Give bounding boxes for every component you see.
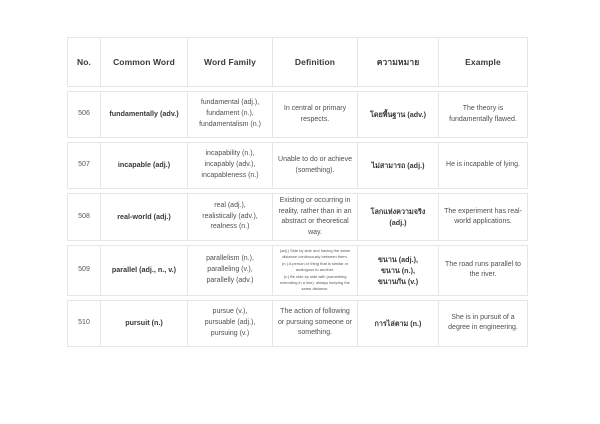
cell-meaning-thai: โลกแห่งความจริง (adj.) (357, 193, 438, 241)
column-header-common-word: Common Word (100, 37, 187, 87)
cell-definition: The action of following or pursuing some… (272, 299, 357, 347)
cell-example: He is incapable of lying. (438, 142, 528, 189)
table-row: 508 real-world (adj.) real (adj.), realis… (67, 193, 528, 241)
cell-common-word: fundamentally (adv.) (100, 91, 187, 138)
table-row: 506 fundamentally (adv.) fundamental (ad… (67, 91, 528, 138)
cell-definition: Existing or occurring in reality, rather… (272, 193, 357, 241)
column-header-example: Example (438, 37, 528, 87)
header-row: No. Common Word Word Family Definition ค… (67, 37, 528, 87)
vocabulary-table: No. Common Word Word Family Definition ค… (67, 33, 528, 351)
cell-definition: Unable to do or achieve (something). (272, 142, 357, 189)
cell-word-family: parallelism (n.), paralleling (v.), parall… (187, 245, 272, 296)
column-header-no: No. (67, 37, 100, 87)
cell-meaning-thai: การไล่ตาม (n.) (357, 299, 438, 347)
cell-meaning-thai: โดยพื้นฐาน (adv.) (357, 91, 438, 138)
cell-number: 507 (67, 142, 100, 189)
cell-example: The road runs parallel to the river. (438, 245, 528, 296)
cell-common-word: pursuit (n.) (100, 299, 187, 347)
cell-definition: (adj.) Side by side and having the same … (272, 245, 357, 296)
cell-word-family: real (adj.), realistically (adv.), realnes… (187, 193, 272, 241)
cell-meaning-thai: ขนาน (adj.), ขนาน (n.), ขนานกัน (v.) (357, 245, 438, 296)
column-header-definition: Definition (272, 37, 357, 87)
table-row: 510 pursuit (n.) pursue (v.), pursuable (… (67, 299, 528, 347)
cell-example: She is in pursuit of a degree in enginee… (438, 299, 528, 347)
cell-word-family: fundamental (adj.), fundament (n.), fundam… (187, 91, 272, 138)
cell-common-word: real-world (adj.) (100, 193, 187, 241)
cell-definition: In central or primary respects. (272, 91, 357, 138)
cell-meaning-thai: ไม่สามารถ (adj.) (357, 142, 438, 189)
cell-example: The experiment has real-world applicatio… (438, 193, 528, 241)
cell-common-word: incapable (adj.) (100, 142, 187, 189)
cell-number: 510 (67, 299, 100, 347)
column-header-meaning-thai: ความหมาย (357, 37, 438, 87)
table-row: 507 incapable (adj.) incapability (n.), i… (67, 142, 528, 189)
table-row: 509 parallel (adj., n., v.) parallelism … (67, 245, 528, 296)
cell-number: 506 (67, 91, 100, 138)
cell-example: The theory is fundamentally flawed. (438, 91, 528, 138)
cell-common-word: parallel (adj., n., v.) (100, 245, 187, 296)
cell-number: 508 (67, 193, 100, 241)
cell-number: 509 (67, 245, 100, 296)
column-header-word-family: Word Family (187, 37, 272, 87)
cell-word-family: pursue (v.), pursuable (adj.), pursuing (v… (187, 299, 272, 347)
cell-word-family: incapability (n.), incapably (adv.), incap… (187, 142, 272, 189)
